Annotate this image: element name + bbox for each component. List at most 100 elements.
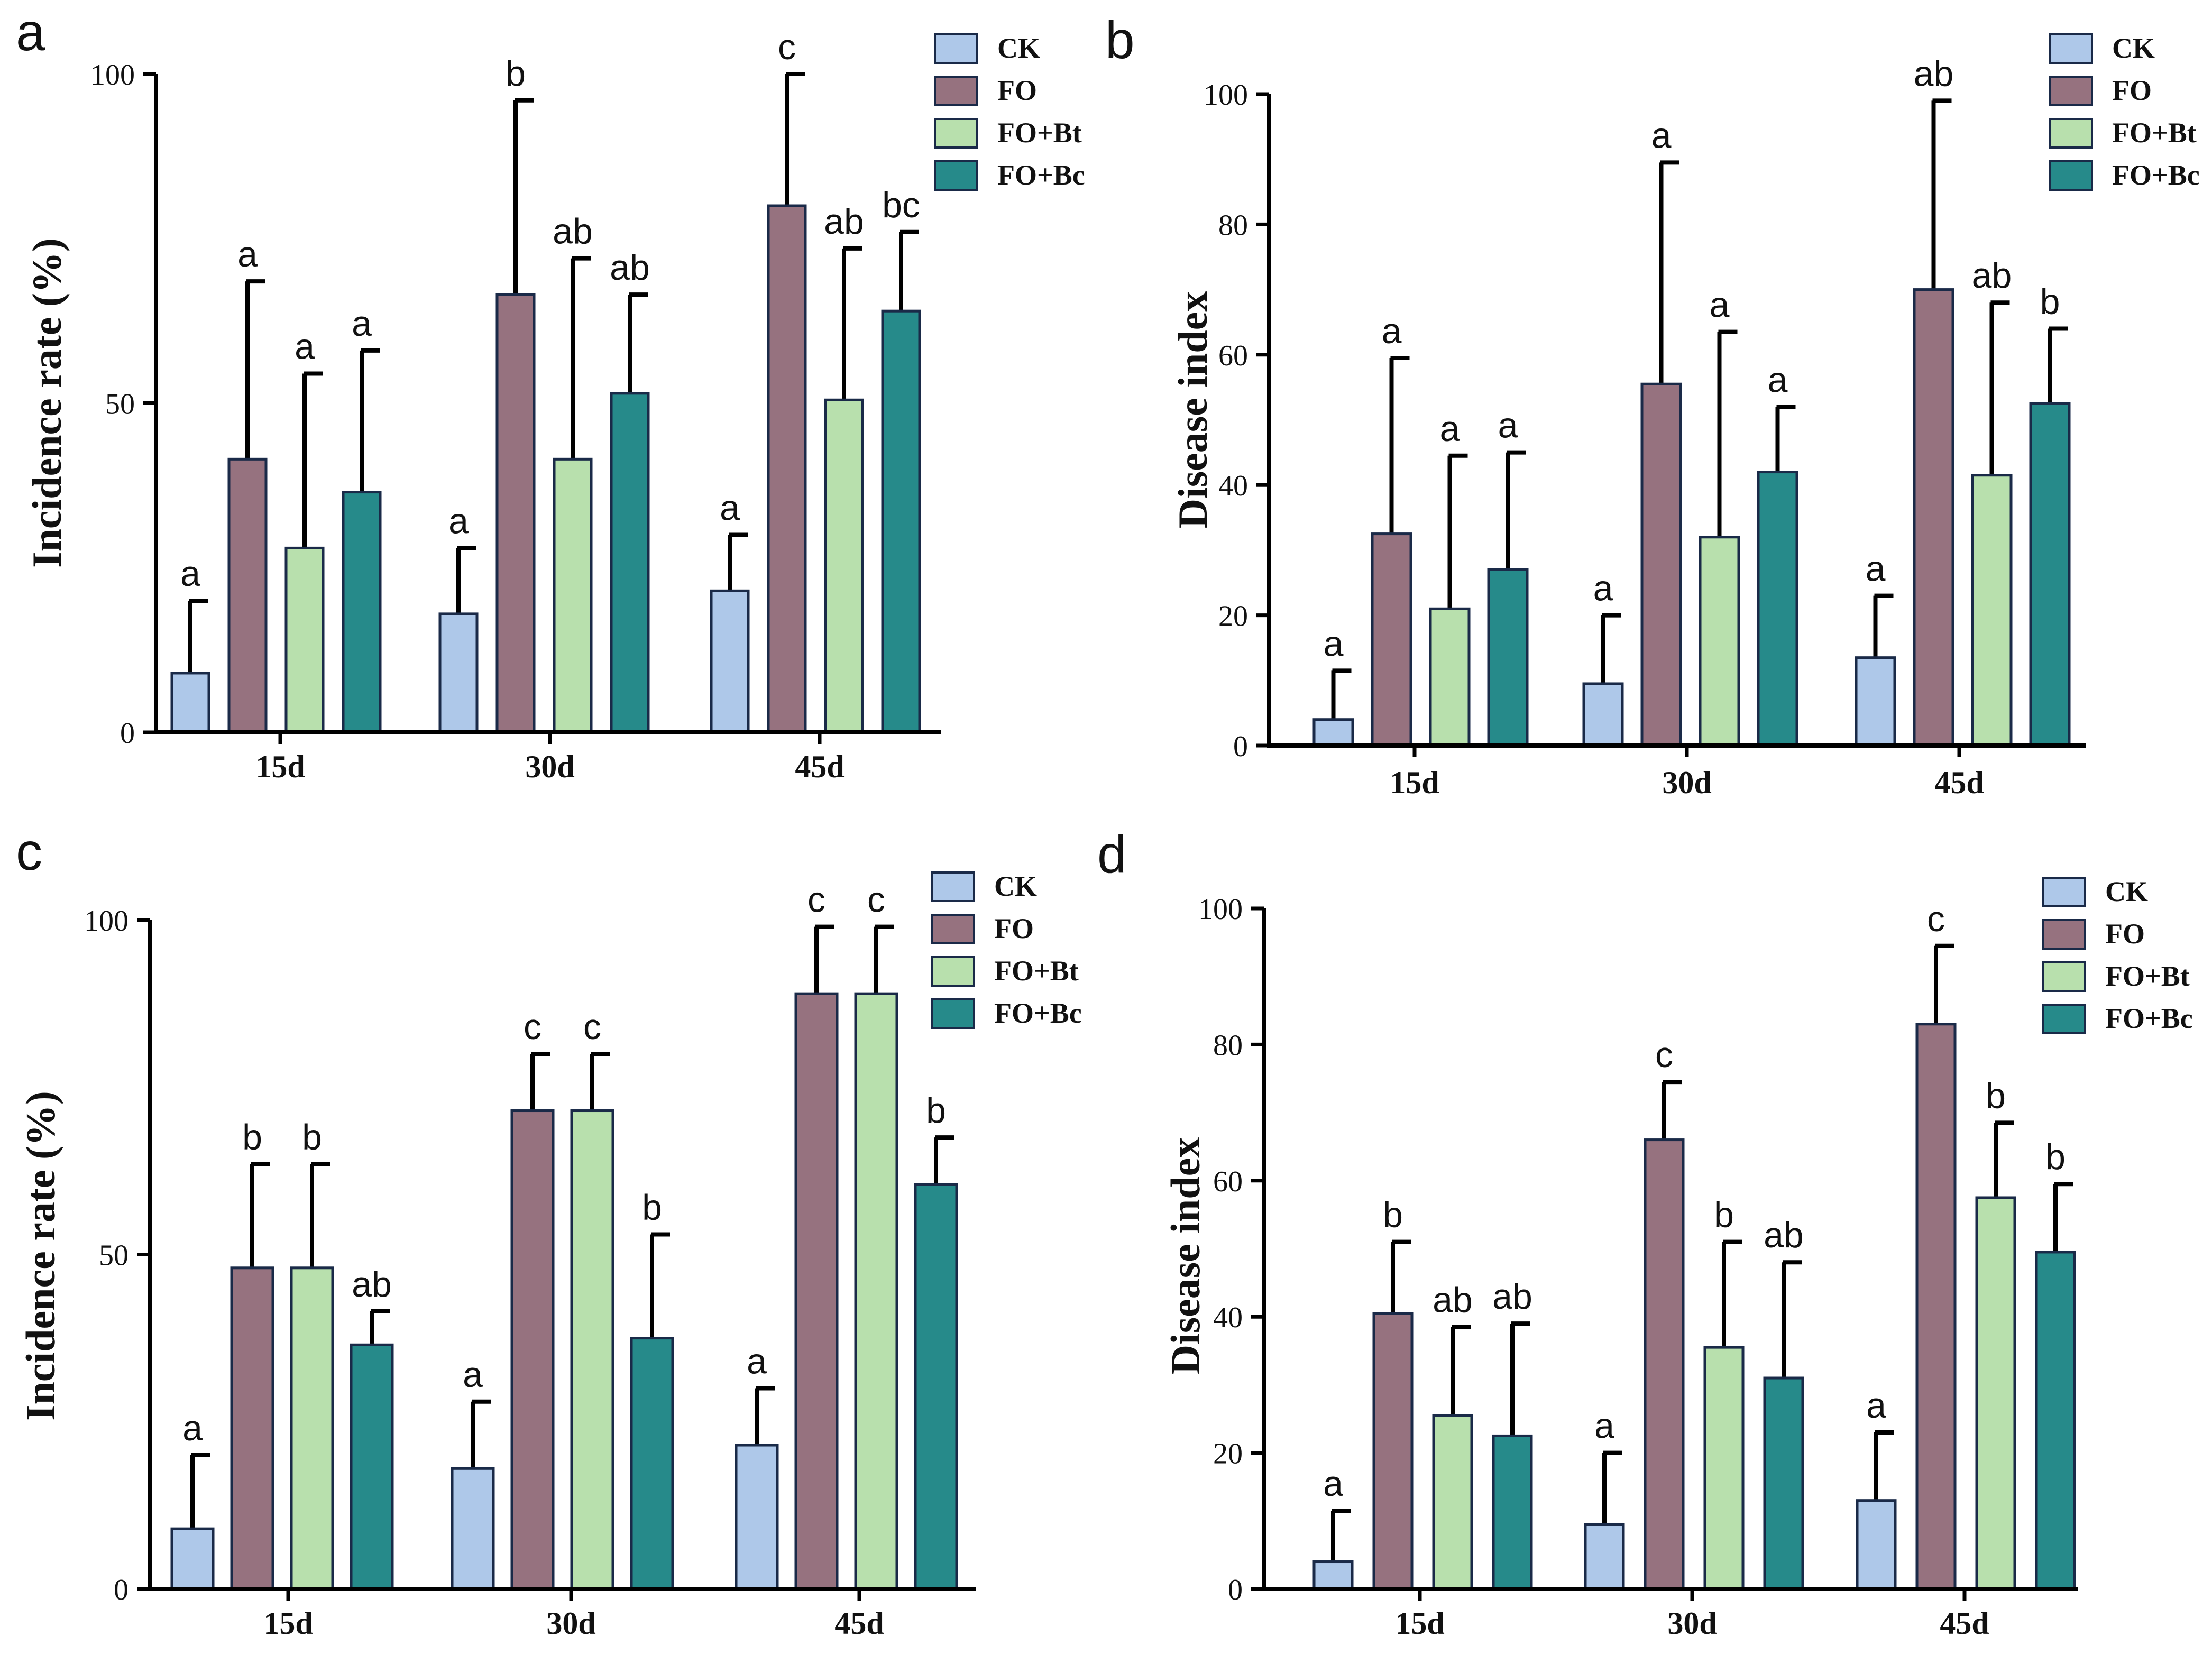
significance-letter: a [352, 304, 372, 344]
significance-letter: a [180, 554, 200, 594]
bar [451, 1467, 495, 1591]
bar [438, 612, 479, 734]
legend-swatch [2042, 1004, 2086, 1034]
bar [495, 293, 536, 734]
legend-swatch [934, 118, 978, 149]
x-tick-label: 30d [1662, 765, 1711, 800]
significance-letter: a [1651, 115, 1672, 155]
bar [227, 457, 268, 734]
significance-letter: c [583, 1007, 601, 1047]
significance-letter: a [463, 1355, 483, 1395]
legend-label: CK [2105, 876, 2148, 907]
significance-letter: a [1593, 568, 1613, 609]
x-tick-label: 15d [1390, 765, 1439, 800]
significance-letter: b [926, 1090, 946, 1131]
legend-swatch [931, 998, 975, 1029]
bar [1312, 718, 1354, 747]
y-tick-label: 80 [1218, 209, 1248, 242]
significance-letter: a [1498, 406, 1518, 446]
y-tick-label: 40 [1213, 1301, 1243, 1334]
legend-swatch [931, 914, 975, 944]
bar [767, 204, 807, 734]
bar [1699, 536, 1740, 747]
bar [1915, 1023, 1957, 1591]
legend-swatch [2042, 877, 2086, 907]
bar [735, 1444, 779, 1591]
bar [1372, 1312, 1414, 1591]
legend-label: FO [997, 75, 1037, 106]
significance-letter: b [302, 1117, 322, 1157]
bar [1582, 682, 1624, 747]
significance-letter: ab [1972, 255, 2012, 296]
bar [342, 491, 382, 734]
bar [570, 1109, 614, 1591]
x-tick-label: 15d [1395, 1606, 1444, 1641]
significance-letter: a [1323, 1464, 1343, 1504]
legend-label: FO+Bc [2112, 159, 2200, 191]
bar [824, 398, 864, 734]
bar [1371, 532, 1412, 747]
significance-letter: a [720, 488, 740, 528]
legend-label: FO+Bc [997, 159, 1085, 191]
significance-letter: c [807, 880, 825, 920]
significance-letter: a [295, 326, 315, 366]
bar [914, 1183, 958, 1591]
panel-label: d [1097, 825, 1127, 884]
y-tick-label: 100 [1198, 893, 1243, 926]
significance-letter: ab [610, 247, 650, 288]
y-tick-label: 50 [99, 1239, 129, 1272]
significance-letter: b [242, 1117, 262, 1157]
bar [1492, 1434, 1533, 1591]
significance-letter: ab [1433, 1280, 1473, 1320]
legend-swatch [2049, 76, 2093, 106]
legend-label: FO [2112, 75, 2152, 106]
y-axis-label: Disease index [1162, 1137, 1208, 1375]
bar [170, 1527, 215, 1591]
legend-label: FO+Bt [997, 117, 1082, 149]
y-tick-label: 60 [1218, 339, 1248, 372]
x-tick-label: 15d [263, 1606, 313, 1641]
y-tick-label: 100 [90, 59, 135, 91]
significance-letter: a [1440, 409, 1460, 449]
legend-label: FO+Bt [2105, 960, 2190, 992]
legend-label: FO+Bt [2112, 117, 2197, 149]
bar [794, 992, 839, 1591]
bar [1429, 607, 1471, 747]
y-tick-label: 80 [1213, 1029, 1243, 1062]
bar [1975, 1196, 2016, 1591]
y-tick-label: 0 [120, 717, 135, 750]
significance-letter: ab [1764, 1215, 1804, 1255]
bar [1913, 288, 1954, 747]
y-tick-label: 100 [84, 905, 129, 938]
x-tick-label: 15d [255, 749, 305, 784]
significance-letter: a [182, 1408, 203, 1448]
significance-letter: ab [1492, 1276, 1532, 1317]
bar [1971, 474, 2013, 747]
bar [1487, 568, 1529, 747]
x-tick-label: 45d [1934, 765, 1984, 800]
panel-label: c [16, 822, 42, 881]
legend-label: FO [2105, 918, 2145, 950]
legend-label: FO+Bt [994, 955, 1079, 987]
bar [1432, 1414, 1473, 1591]
significance-letter: c [867, 880, 885, 920]
panel-label: a [16, 3, 45, 62]
significance-letter: ab [352, 1264, 392, 1304]
y-axis-label: Incidence rate (%) [17, 1091, 63, 1421]
bar [553, 457, 593, 734]
y-axis-label: Incidence rate (%) [24, 238, 70, 568]
significance-letter: b [506, 53, 526, 94]
significance-letter: b [642, 1188, 662, 1228]
significance-letter: b [1383, 1195, 1403, 1235]
y-axis-label: Disease index [1170, 291, 1216, 529]
legend-label: FO [994, 913, 1034, 944]
significance-letter: a [448, 501, 469, 541]
bar [2035, 1251, 2076, 1591]
bar [284, 546, 325, 734]
bar [630, 1337, 674, 1591]
bar [2029, 402, 2071, 747]
